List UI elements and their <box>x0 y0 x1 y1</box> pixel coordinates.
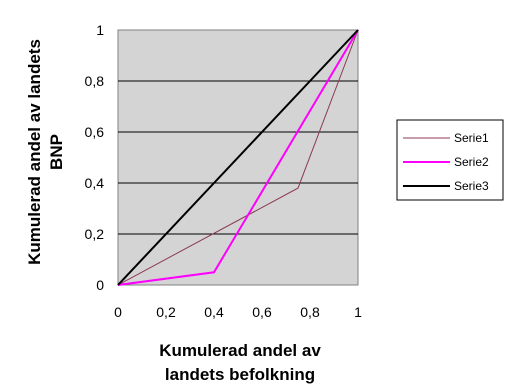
x-axis-title-line-1: Kumulerad andel av <box>159 341 321 360</box>
y-axis-title-line-2: BNP <box>47 134 66 170</box>
y-tick-label: 1 <box>96 22 104 38</box>
y-axis-ticks: 0 0,2 0,4 0,6 0,8 1 <box>85 22 105 293</box>
x-tick-label: 0,2 <box>156 304 176 320</box>
legend-label-serie3: Serie3 <box>454 179 489 193</box>
y-tick-label: 0,6 <box>85 124 105 140</box>
y-axis-title-line-1: Kumulerad andel av landets <box>25 39 44 265</box>
y-tick-label: 0,4 <box>85 175 105 191</box>
legend: Serie1 Serie2 Serie3 <box>396 119 504 201</box>
gridlines <box>118 80 358 235</box>
y-tick-label: 0 <box>96 277 104 293</box>
x-tick-label: 0 <box>114 304 122 320</box>
legend-label-serie2: Serie2 <box>454 155 489 169</box>
legend-label-serie1: Serie1 <box>454 131 489 145</box>
series-line-serie3 <box>117 29 359 286</box>
y-tick-label: 0,8 <box>85 73 105 89</box>
x-tick-label: 0,4 <box>204 304 224 320</box>
y-tick-label: 0,2 <box>85 226 105 242</box>
x-tick-label: 0,8 <box>300 304 320 320</box>
series-lines <box>117 29 359 286</box>
series-line-serie1 <box>117 29 359 286</box>
x-tick-label: 0,6 <box>252 304 272 320</box>
x-axis-ticks: 0 0,2 0,4 0,6 0,8 1 <box>114 304 362 320</box>
series-line-serie2 <box>117 29 359 286</box>
x-axis-title-line-2: landets befolkning <box>165 365 315 384</box>
x-tick-label: 1 <box>354 304 362 320</box>
